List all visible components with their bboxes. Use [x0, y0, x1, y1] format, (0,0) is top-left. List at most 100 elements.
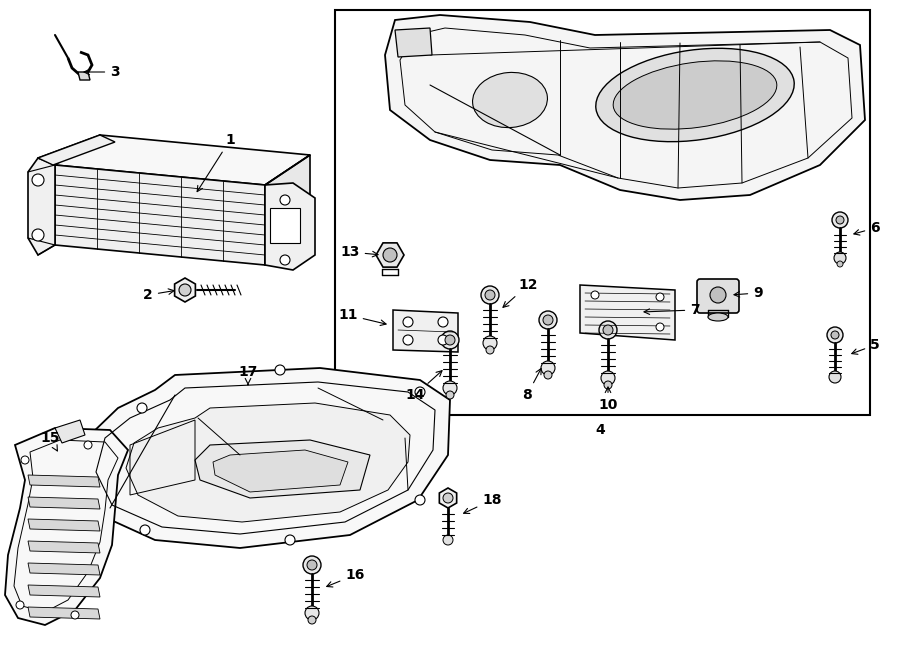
Circle shape	[307, 560, 317, 570]
Circle shape	[481, 286, 499, 304]
Polygon shape	[28, 585, 100, 597]
Circle shape	[603, 325, 613, 335]
Circle shape	[32, 174, 44, 186]
Polygon shape	[78, 72, 90, 80]
Polygon shape	[580, 285, 675, 340]
Circle shape	[445, 335, 455, 345]
Circle shape	[604, 381, 612, 389]
Circle shape	[443, 535, 453, 545]
Polygon shape	[28, 607, 100, 619]
Circle shape	[415, 495, 425, 505]
Circle shape	[179, 284, 191, 296]
Polygon shape	[393, 310, 458, 352]
Bar	[335, 10, 870, 415]
Text: 8: 8	[522, 369, 541, 402]
Text: 7: 7	[644, 303, 700, 317]
Polygon shape	[213, 450, 348, 492]
Text: 5: 5	[851, 338, 880, 354]
Circle shape	[308, 616, 316, 624]
Circle shape	[415, 387, 425, 397]
Polygon shape	[80, 368, 450, 548]
Text: 6: 6	[854, 221, 880, 235]
Text: 14: 14	[405, 371, 442, 402]
Polygon shape	[126, 403, 410, 522]
Circle shape	[21, 456, 29, 464]
Circle shape	[280, 255, 290, 265]
Circle shape	[303, 556, 321, 574]
Circle shape	[84, 441, 92, 449]
Circle shape	[446, 391, 454, 399]
Text: 4: 4	[595, 423, 605, 437]
Circle shape	[32, 229, 44, 241]
Polygon shape	[28, 497, 100, 509]
Circle shape	[285, 535, 295, 545]
Text: 15: 15	[40, 431, 59, 451]
Text: 3: 3	[84, 65, 120, 79]
Circle shape	[443, 381, 457, 395]
Circle shape	[656, 293, 664, 301]
Circle shape	[403, 317, 413, 327]
Polygon shape	[175, 278, 195, 302]
Circle shape	[275, 365, 285, 375]
Text: 1: 1	[197, 133, 235, 191]
Text: 18: 18	[464, 493, 502, 514]
Circle shape	[591, 291, 599, 299]
Circle shape	[834, 252, 846, 264]
Circle shape	[71, 611, 79, 619]
Bar	[270, 208, 300, 243]
Circle shape	[601, 371, 615, 385]
Text: 12: 12	[503, 278, 538, 307]
FancyBboxPatch shape	[697, 279, 739, 313]
Text: 9: 9	[734, 286, 763, 300]
Ellipse shape	[596, 48, 794, 142]
Text: 13: 13	[340, 245, 378, 259]
Text: 16: 16	[327, 568, 364, 587]
Polygon shape	[55, 165, 265, 265]
Circle shape	[486, 346, 494, 354]
Circle shape	[485, 290, 495, 300]
Circle shape	[441, 331, 459, 349]
Circle shape	[280, 195, 290, 205]
Circle shape	[832, 212, 848, 228]
Circle shape	[837, 261, 843, 267]
Circle shape	[483, 336, 497, 350]
Polygon shape	[55, 420, 85, 443]
Polygon shape	[385, 15, 865, 200]
Polygon shape	[395, 28, 432, 57]
Circle shape	[544, 371, 552, 379]
Polygon shape	[55, 135, 310, 185]
Polygon shape	[376, 243, 404, 267]
Polygon shape	[28, 158, 55, 255]
Polygon shape	[195, 440, 370, 498]
Circle shape	[539, 311, 557, 329]
Circle shape	[438, 317, 448, 327]
Text: 10: 10	[598, 387, 617, 412]
Circle shape	[541, 361, 555, 375]
Ellipse shape	[472, 72, 547, 128]
Ellipse shape	[613, 61, 777, 129]
Polygon shape	[28, 475, 100, 487]
Circle shape	[438, 335, 448, 345]
Text: 2: 2	[143, 288, 174, 302]
Text: 11: 11	[338, 308, 386, 326]
Circle shape	[831, 331, 839, 339]
Circle shape	[140, 525, 150, 535]
Circle shape	[137, 403, 147, 413]
Circle shape	[827, 327, 843, 343]
Circle shape	[403, 335, 413, 345]
Polygon shape	[439, 488, 456, 508]
Circle shape	[443, 493, 453, 503]
Polygon shape	[28, 519, 100, 531]
Text: 17: 17	[238, 365, 257, 385]
Circle shape	[836, 216, 844, 224]
Polygon shape	[28, 563, 100, 575]
Circle shape	[599, 321, 617, 339]
Circle shape	[710, 287, 726, 303]
Ellipse shape	[708, 313, 728, 321]
Circle shape	[383, 248, 397, 262]
Circle shape	[543, 315, 553, 325]
Polygon shape	[28, 541, 100, 553]
Circle shape	[305, 606, 319, 620]
Polygon shape	[265, 183, 315, 270]
Circle shape	[829, 371, 841, 383]
